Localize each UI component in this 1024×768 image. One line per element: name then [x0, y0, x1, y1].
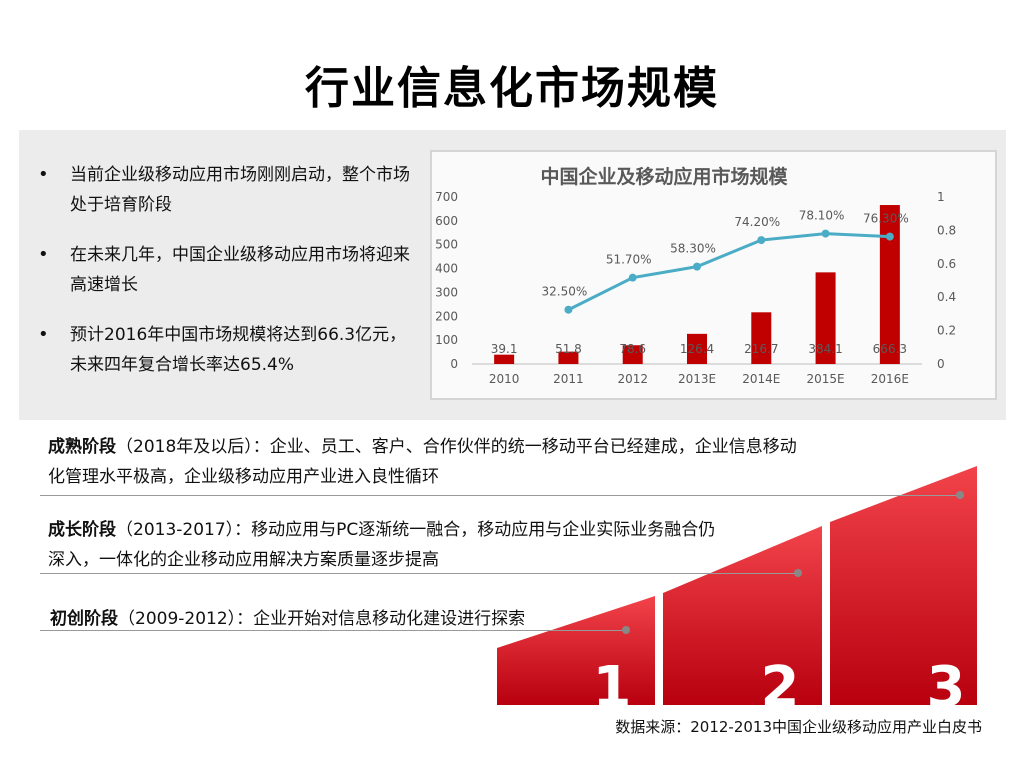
growth-rate-point [693, 262, 701, 271]
stage-growth-label: 成长阶段 [48, 520, 116, 540]
y-left-tick-label: 100 [435, 333, 458, 347]
line-data-label: 78.10% [799, 209, 845, 223]
stage-growth-desc: 移动应用与PC逐渐统一融合，移动应用与企业实际业务融合仍 [251, 520, 716, 540]
growth-rate-point [757, 236, 766, 245]
line-data-label: 32.50% [542, 285, 588, 299]
line-data-label: 76.30% [863, 212, 909, 226]
y-right-tick-label: 0.6 [937, 257, 956, 271]
stage-start-line [40, 630, 624, 631]
y-right-tick-label: 0.8 [937, 223, 956, 237]
stage-start-dot [622, 626, 630, 634]
y-left-tick-label: 300 [435, 285, 458, 299]
stage-mature-period: （2018年及以后）： [116, 437, 270, 457]
chart-bar [558, 351, 579, 364]
y-left-tick-label: 700 [435, 190, 458, 204]
chart-bar [879, 205, 900, 364]
line-data-label: 51.70% [606, 253, 652, 267]
stage-mature-label: 成熟阶段 [48, 437, 116, 457]
growth-rate-point [821, 229, 830, 238]
page-title: 行业信息化市场规模 [305, 63, 719, 114]
bar-data-label: 216.7 [744, 342, 778, 356]
growth-rate-line [567, 232, 890, 312]
chart-bar [815, 272, 836, 364]
bullet-item: 预计2016年中国市场规模将达到66.3亿元，未来四年复合增长率达65.4% [38, 320, 423, 380]
y-right-tick-label: 0 [937, 357, 945, 371]
chart-bar [751, 312, 772, 364]
stage-growth-line [40, 573, 796, 574]
stage-growth: 成长阶段（2013-2017）：移动应用与PC逐渐统一融合，移动应用与企业实际业… [48, 515, 848, 575]
stage-start-period: （2009-2012）： [118, 609, 254, 629]
growth-rate-point [885, 232, 894, 241]
step-2-number: 2 [761, 655, 800, 720]
chart-bar [622, 345, 643, 364]
stage-mature: 成熟阶段（2018年及以后）：企业、员工、客户、合作伙伴的统一移动平台已经建成，… [48, 432, 948, 492]
y-left-tick-label: 500 [435, 238, 458, 252]
bar-data-label: 78.6 [619, 342, 646, 356]
y-left-tick-label: 400 [435, 262, 458, 276]
stage-start-desc: 企业开始对信息移动化建设进行探索 [253, 609, 526, 629]
y-left-tick-label: 0 [450, 357, 458, 371]
market-size-chart: 中国企业及移动应用市场规模 0 100 200 300 400 500 600 700 0 0.2… [435, 165, 956, 386]
stage-mature-desc-2: 化管理水平极高，企业级移动应用产业进入良性循环 [48, 467, 439, 487]
step-3-block [830, 466, 977, 705]
chart-container: 中国企业及移动应用市场规模 0 100 200 300 400 500 600 700 0 0.2… [430, 150, 997, 400]
stage-mature-line [40, 495, 962, 496]
stage-growth-period: （2013-2017）： [116, 520, 252, 540]
step-3-number: 3 [927, 655, 966, 720]
stage-growth-dot [794, 569, 802, 577]
x-tick-label: 2014E [742, 372, 780, 386]
step-1-number: 1 [593, 655, 632, 720]
chart-bar [494, 354, 515, 364]
y-left-tick-label: 600 [435, 214, 458, 228]
bar-data-label: 39.1 [491, 342, 518, 356]
stage-start: 初创阶段（2009-2012）：企业开始对信息移动化建设进行探索 [50, 604, 650, 634]
y-right-tick-label: 0.4 [937, 290, 956, 304]
bar-data-label: 126.4 [680, 342, 714, 356]
chart-bar [687, 333, 707, 364]
line-data-label: 74.20% [734, 215, 780, 229]
y-left-tick-label: 200 [435, 309, 458, 323]
x-tick-label: 2016E [871, 372, 909, 386]
stage-start-label: 初创阶段 [50, 609, 118, 629]
growth-rate-point [564, 305, 573, 314]
x-tick-label: 2010 [489, 372, 520, 386]
x-tick-label: 2013E [678, 372, 716, 386]
bar-data-label: 666.3 [873, 342, 907, 356]
stage-mature-dot [956, 491, 964, 499]
y-right-tick-label: 1 [937, 190, 945, 204]
chart-title: 中国企业及移动应用市场规模 [540, 165, 788, 188]
stage-growth-desc-2: 深入，一体化的企业移动应用解决方案质量逐步提高 [48, 550, 439, 570]
growth-rate-point [628, 273, 637, 282]
bullet-item: 当前企业级移动应用市场刚刚启动，整个市场处于培育阶段 [38, 160, 423, 220]
bullet-list: 当前企业级移动应用市场刚刚启动，整个市场处于培育阶段 在未来几年，中国企业级移动… [38, 160, 423, 400]
x-tick-label: 2012 [617, 372, 648, 386]
bar-data-label: 384.1 [808, 342, 842, 356]
data-source: 数据来源：2012-2013中国企业级移动应用产业白皮书 [615, 718, 982, 736]
line-data-label: 58.30% [670, 242, 716, 256]
stage-mature-desc: 企业、员工、客户、合作伙伴的统一移动平台已经建成，企业信息移动 [269, 437, 797, 457]
y-right-tick-label: 0.2 [937, 324, 956, 338]
x-tick-label: 2015E [807, 372, 845, 386]
x-tick-label: 2011 [553, 372, 584, 386]
bullet-item: 在未来几年，中国企业级移动应用市场将迎来高速增长 [38, 240, 423, 300]
bar-data-label: 51.8 [555, 342, 582, 356]
